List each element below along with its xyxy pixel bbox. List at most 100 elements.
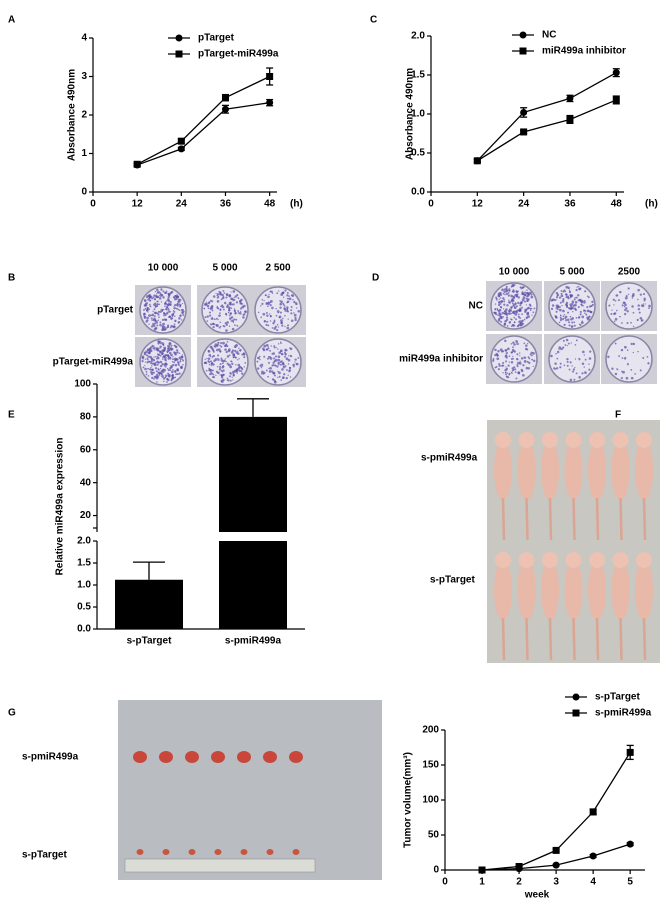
colony: [155, 294, 158, 297]
colony: [144, 358, 147, 361]
colony: [531, 354, 533, 357]
colony: [145, 320, 148, 323]
colony: [166, 311, 169, 314]
colony: [168, 310, 171, 313]
colony: [206, 315, 209, 318]
colony: [279, 341, 282, 343]
colony: [231, 376, 233, 378]
colony: [555, 299, 557, 301]
colony: [625, 295, 628, 298]
x-tick-label: 1: [479, 877, 485, 888]
colony: [580, 321, 584, 325]
colony: [626, 349, 629, 351]
colony: [529, 307, 532, 310]
colony: [169, 301, 172, 304]
colony: [224, 348, 227, 351]
colony: [292, 363, 295, 367]
colony: [496, 357, 500, 361]
colony: [565, 293, 568, 296]
plate: [254, 286, 302, 334]
colony: [554, 298, 557, 301]
colony: [512, 296, 516, 300]
colony: [232, 372, 235, 375]
colony: [210, 364, 213, 367]
colony: [168, 342, 171, 345]
colony: [216, 307, 219, 310]
x-tick-label: 12: [132, 199, 144, 210]
colony: [515, 340, 519, 344]
colony: [225, 360, 227, 363]
colony: [258, 355, 261, 358]
colony: [510, 294, 513, 298]
colony: [153, 346, 156, 350]
colony: [153, 375, 156, 378]
colony: [242, 313, 245, 316]
colony: [232, 379, 234, 381]
colony: [259, 358, 261, 361]
colony: [218, 348, 221, 351]
colony: [144, 367, 147, 371]
colony: [263, 300, 265, 302]
colony: [217, 343, 219, 346]
x-axis-label: week: [524, 890, 550, 901]
colony: [167, 308, 170, 311]
colony: [155, 347, 158, 350]
colony: [170, 317, 174, 320]
colony: [167, 368, 171, 372]
colony: [232, 290, 236, 293]
colony: [619, 315, 621, 318]
colony: [222, 308, 225, 311]
colony: [637, 307, 641, 311]
colony: [499, 348, 503, 352]
colony: [242, 316, 245, 319]
colony: [219, 325, 222, 328]
colony: [496, 308, 499, 310]
colony: [622, 301, 626, 305]
y-tick-label: 0.5: [77, 602, 91, 613]
colony: [261, 298, 264, 301]
colony: [262, 312, 266, 316]
colony: [644, 303, 646, 305]
colony: [236, 372, 238, 374]
colony: [151, 297, 154, 300]
colony: [573, 324, 576, 327]
colony: [268, 370, 272, 373]
colony: [513, 343, 516, 346]
colony: [497, 368, 500, 371]
colony: [154, 320, 157, 322]
colony: [150, 317, 153, 319]
colony: [203, 303, 207, 306]
y-tick-label: 1.0: [411, 109, 425, 120]
colony: [152, 318, 155, 322]
colony: [504, 310, 506, 313]
y-axis-label: Relative miR499a expression: [55, 438, 66, 576]
colony: [521, 298, 525, 302]
colony: [505, 308, 508, 311]
colony: [495, 297, 497, 299]
colony: [516, 353, 519, 356]
colony: [586, 316, 590, 320]
colony: [279, 302, 283, 306]
column-label: 2500: [618, 267, 641, 278]
colony: [507, 364, 510, 367]
colony: [277, 361, 280, 365]
colony: [556, 308, 559, 311]
colony: [619, 290, 622, 294]
mouse-tail: [595, 497, 600, 541]
colony: [171, 370, 174, 374]
colony: [568, 307, 571, 310]
colony: [179, 358, 182, 361]
tumor: [266, 849, 274, 855]
colony: [494, 313, 496, 315]
colony: [575, 372, 578, 375]
colony: [276, 365, 279, 368]
colony: [500, 315, 502, 318]
colony: [208, 368, 211, 370]
colony: [520, 357, 524, 360]
marker: [552, 861, 560, 869]
colony: [277, 370, 279, 373]
colony: [205, 301, 208, 303]
panel-letter: C: [370, 15, 377, 26]
colony: [524, 291, 527, 294]
colony: [591, 300, 594, 304]
